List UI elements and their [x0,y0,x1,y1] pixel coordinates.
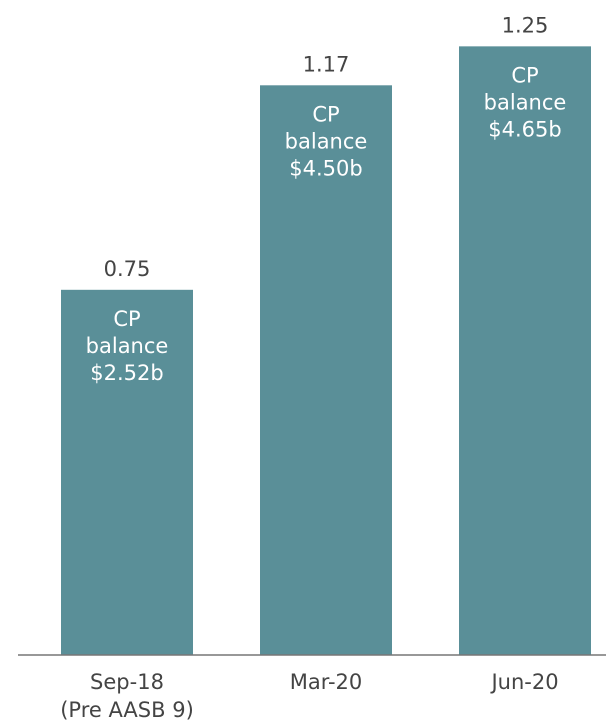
bar-annotation: CP [312,102,339,126]
x-tick-label: Jun-20 [489,670,558,694]
bar-annotation: $4.50b [289,156,362,180]
bar-annotation: CP [511,63,538,87]
bar [260,85,392,656]
bar-annotation: balance [86,334,169,358]
bar-annotation: $4.65b [488,117,561,141]
bar-annotation: balance [484,90,567,114]
bar-annotation: CP [113,307,140,331]
value-label: 0.75 [104,257,151,281]
bar-annotation: $2.52b [90,361,163,385]
value-label: 1.25 [502,13,549,37]
x-tick-label: (Pre AASB 9) [60,698,194,722]
x-tick-label: Sep-18 [90,670,164,694]
bar [61,289,193,655]
bar-annotation: balance [285,129,368,153]
x-tick-label: Mar-20 [290,670,363,694]
value-label: 1.17 [303,52,350,76]
bar [459,46,591,656]
